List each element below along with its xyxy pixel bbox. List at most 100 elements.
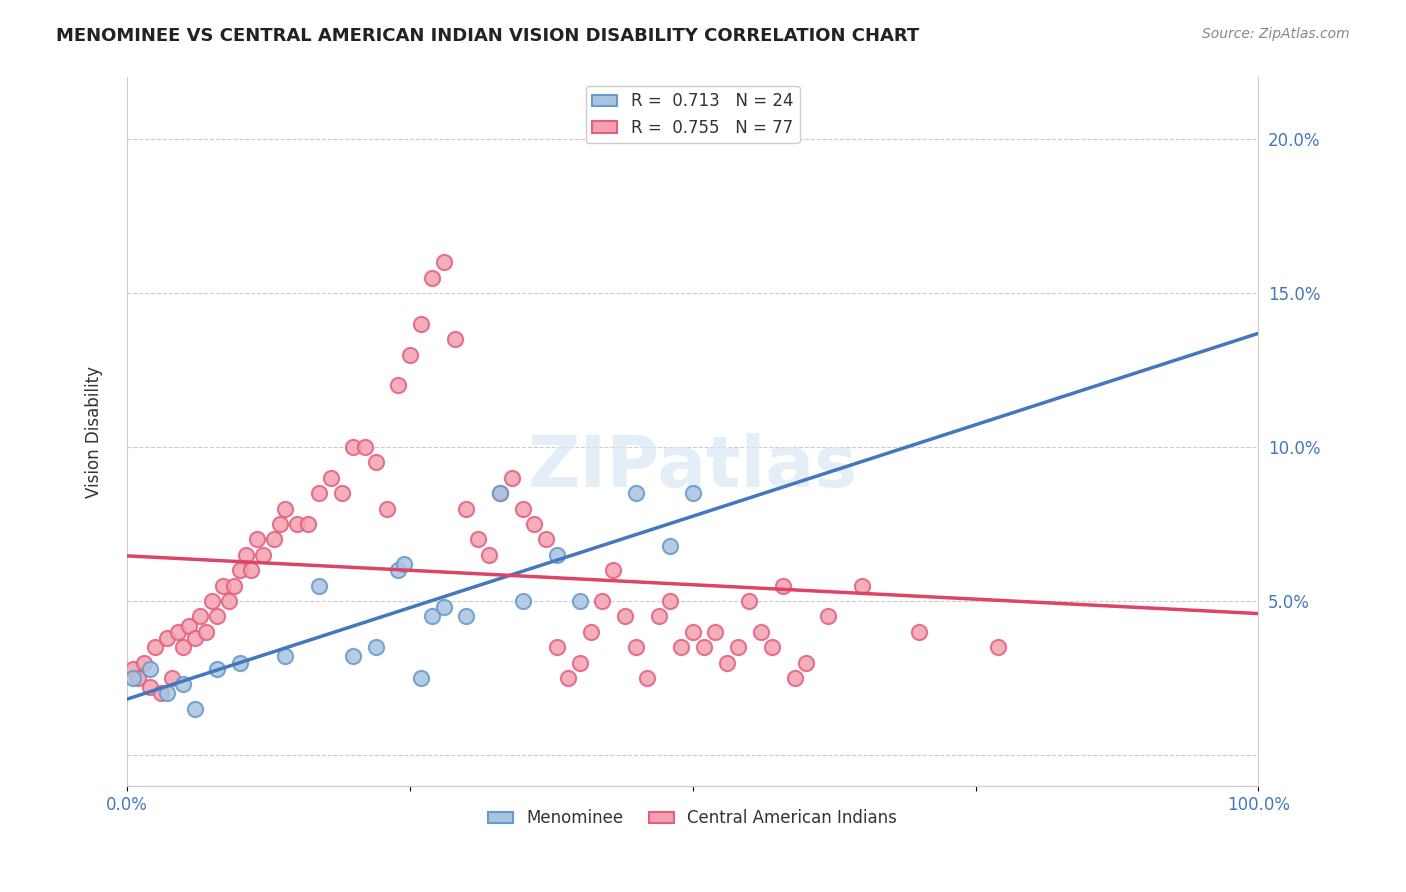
Point — [648, 609, 671, 624]
Point — [308, 486, 330, 500]
Point — [489, 486, 512, 500]
Point — [218, 594, 240, 608]
Text: MENOMINEE VS CENTRAL AMERICAN INDIAN VISION DISABILITY CORRELATION CHART: MENOMINEE VS CENTRAL AMERICAN INDIAN VIS… — [56, 27, 920, 45]
Point — [727, 640, 749, 655]
Point — [851, 579, 873, 593]
Point — [229, 563, 252, 577]
Point — [772, 579, 794, 593]
Point — [704, 624, 727, 639]
Point — [783, 671, 806, 685]
Point — [269, 516, 291, 531]
Point — [235, 548, 257, 562]
Point — [138, 680, 160, 694]
Point — [121, 671, 143, 685]
Point — [398, 348, 420, 362]
Point — [212, 579, 235, 593]
Text: Source: ZipAtlas.com: Source: ZipAtlas.com — [1202, 27, 1350, 41]
Point — [546, 640, 568, 655]
Point — [682, 624, 704, 639]
Point — [411, 671, 433, 685]
Point — [749, 624, 772, 639]
Point — [512, 594, 534, 608]
Point — [127, 671, 149, 685]
Point — [456, 609, 478, 624]
Point — [285, 516, 308, 531]
Point — [319, 471, 342, 485]
Point — [166, 624, 188, 639]
Point — [160, 671, 183, 685]
Point — [240, 563, 263, 577]
Point — [274, 649, 297, 664]
Point — [246, 533, 269, 547]
Point — [817, 609, 839, 624]
Legend: Menominee, Central American Indians: Menominee, Central American Indians — [482, 803, 904, 834]
Point — [121, 662, 143, 676]
Point — [387, 563, 409, 577]
Point — [184, 631, 207, 645]
Point — [671, 640, 693, 655]
Point — [375, 501, 398, 516]
Point — [138, 662, 160, 676]
Point — [155, 631, 177, 645]
Point — [467, 533, 489, 547]
Point — [456, 501, 478, 516]
Point — [353, 440, 375, 454]
Point — [624, 486, 647, 500]
Point — [489, 486, 512, 500]
Point — [444, 332, 467, 346]
Point — [173, 640, 195, 655]
Point — [478, 548, 501, 562]
Point — [308, 579, 330, 593]
Point — [761, 640, 783, 655]
Point — [568, 656, 591, 670]
Point — [263, 533, 285, 547]
Point — [274, 501, 297, 516]
Point — [207, 609, 229, 624]
Point — [173, 677, 195, 691]
Point — [422, 270, 444, 285]
Point — [501, 471, 523, 485]
Point — [987, 640, 1010, 655]
Point — [433, 255, 456, 269]
Point — [613, 609, 636, 624]
Point — [132, 656, 155, 670]
Text: ZIPatlas: ZIPatlas — [527, 433, 858, 501]
Point — [693, 640, 716, 655]
Point — [229, 656, 252, 670]
Point — [624, 640, 647, 655]
Point — [794, 656, 817, 670]
Point — [179, 618, 201, 632]
Point — [207, 662, 229, 676]
Point — [330, 486, 353, 500]
Point — [195, 624, 218, 639]
Point — [591, 594, 613, 608]
Point — [201, 594, 224, 608]
Point — [546, 548, 568, 562]
Point — [252, 548, 274, 562]
Point — [190, 609, 212, 624]
Point — [682, 486, 704, 500]
Point — [568, 594, 591, 608]
Point — [411, 317, 433, 331]
Point — [579, 624, 602, 639]
Point — [534, 533, 557, 547]
Point — [512, 501, 534, 516]
Point — [149, 686, 172, 700]
Y-axis label: Vision Disability: Vision Disability — [86, 366, 103, 498]
Point — [433, 600, 456, 615]
Point — [636, 671, 658, 685]
Point — [342, 649, 364, 664]
Point — [155, 686, 177, 700]
Point — [184, 702, 207, 716]
Point — [297, 516, 319, 531]
Point — [342, 440, 364, 454]
Point — [224, 579, 246, 593]
Point — [392, 557, 415, 571]
Point — [716, 656, 738, 670]
Point — [602, 563, 624, 577]
Point — [523, 516, 546, 531]
Point — [422, 609, 444, 624]
Point — [659, 594, 682, 608]
Point — [557, 671, 579, 685]
Point — [387, 378, 409, 392]
